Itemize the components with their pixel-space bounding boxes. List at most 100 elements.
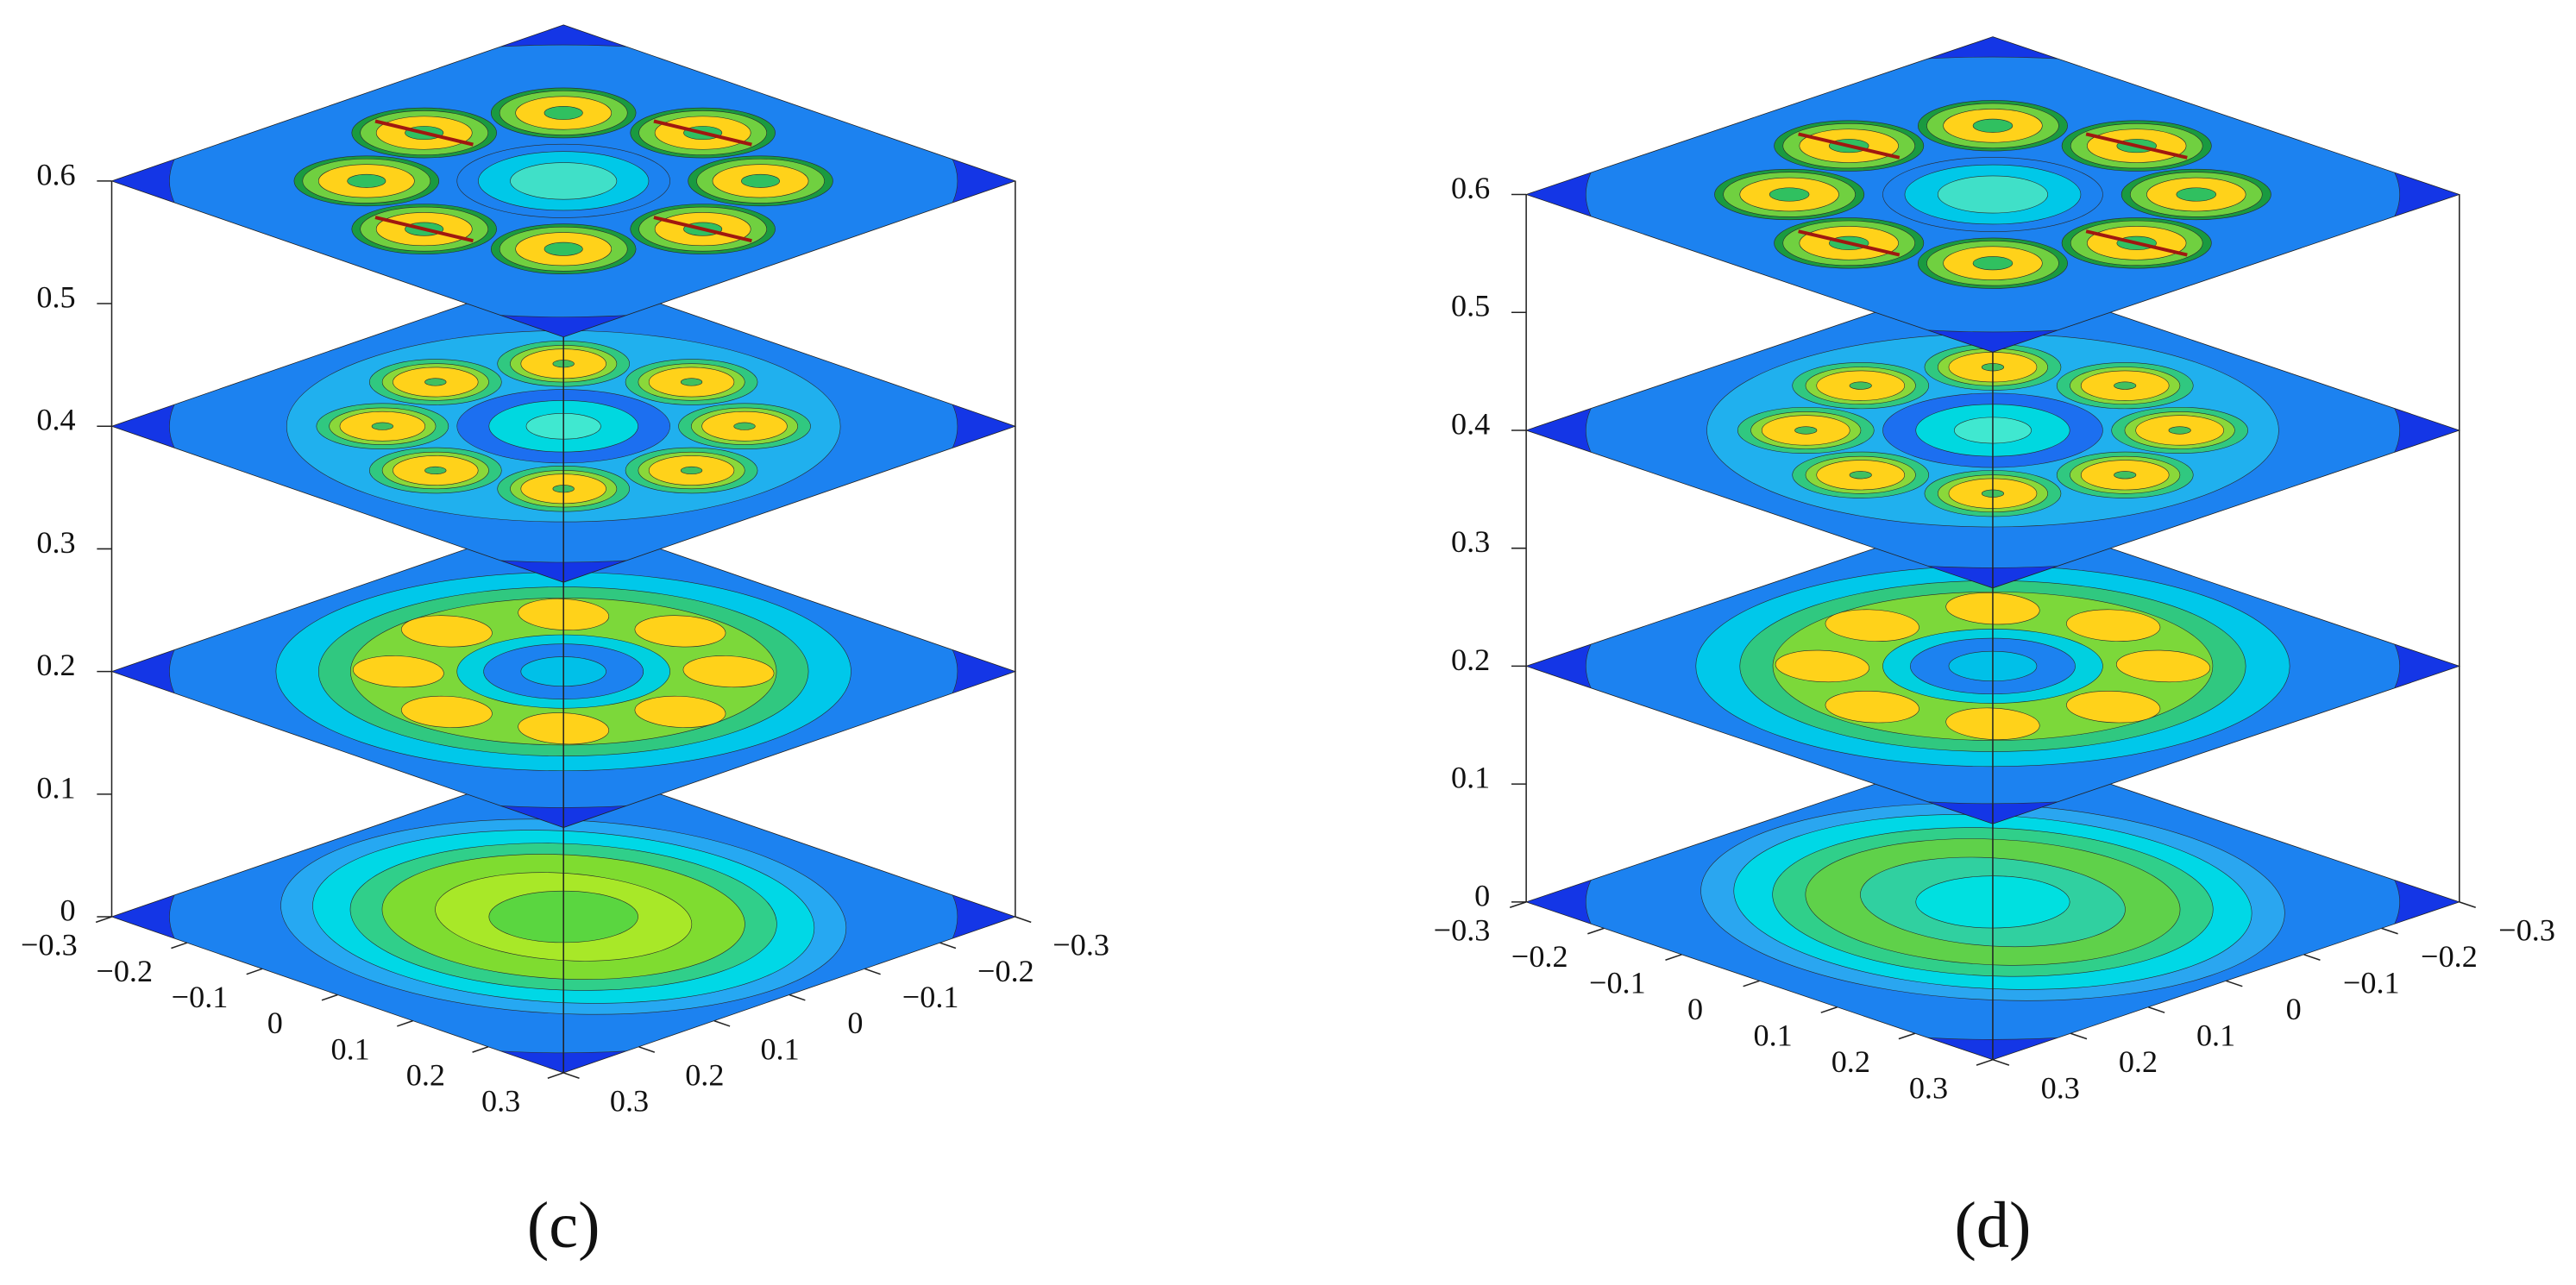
x-tick-label: −0.3	[1434, 913, 1491, 948]
contour	[2047, 603, 2179, 648]
caption: (d)	[1955, 1189, 2032, 1262]
contour	[375, 212, 473, 246]
x-tick	[1665, 954, 1682, 961]
contour	[1756, 644, 1888, 689]
contour	[2047, 685, 2179, 730]
y-tick-label: −0.2	[977, 954, 1034, 988]
x-tick	[397, 1019, 413, 1027]
contour	[1845, 380, 1876, 391]
x-tick	[171, 942, 188, 950]
y-tick-label: 0.2	[685, 1057, 724, 1092]
z-tick-label: 0	[1474, 878, 1490, 912]
y-tick-label: 0	[2286, 992, 2302, 1026]
contour	[2164, 425, 2196, 436]
x-tick-label: −0.1	[172, 980, 229, 1014]
y-tick	[864, 968, 881, 975]
slice	[1417, 0, 2568, 389]
y-tick-label: −0.3	[2498, 913, 2555, 948]
z-tick-label: 0.2	[36, 648, 75, 682]
y-tick-label: 0.3	[610, 1084, 649, 1119]
x-tick-label: −0.2	[1511, 939, 1568, 974]
y-tick-label: −0.2	[2421, 939, 2478, 974]
x-tick-label: −0.1	[1589, 966, 1646, 1000]
contour	[616, 690, 744, 734]
x-tick-label: 0.2	[1831, 1044, 1870, 1079]
z-tick-label: 0.3	[1451, 524, 1490, 559]
x-tick	[1587, 927, 1605, 935]
contour	[2168, 185, 2224, 204]
x-tick	[547, 1072, 564, 1079]
z-tick-label: 0.2	[1451, 642, 1490, 677]
panel: 0 0.1 0.2 0.3 0.4 0.5 0.6 −0.3 −0.2 −0.1 0 0.1 0.2 0.…	[6, 0, 1121, 1262]
z-tick-label: 0.6	[1451, 171, 1490, 205]
y-tick-label: 0.2	[2119, 1044, 2158, 1079]
contour	[654, 116, 751, 149]
contour	[339, 172, 393, 191]
x-tick	[1743, 980, 1760, 987]
x-tick-label: −0.2	[96, 954, 153, 988]
contour	[1965, 116, 2021, 135]
z-tick-label: 0.1	[1451, 761, 1490, 795]
slice-outline	[111, 270, 1015, 582]
contour	[733, 172, 788, 191]
x-tick	[321, 994, 338, 1001]
y-tick	[2070, 1032, 2088, 1040]
y-tick	[789, 994, 806, 1001]
contour	[537, 103, 591, 122]
contour	[664, 649, 792, 693]
contour	[420, 377, 450, 387]
y-tick	[939, 942, 957, 950]
contour	[1845, 470, 1876, 480]
y-tick-label: 0.1	[2196, 1019, 2235, 1053]
contour	[383, 690, 511, 734]
x-tick	[1509, 901, 1527, 909]
slice-outline	[111, 516, 1015, 828]
contour	[1799, 226, 1900, 260]
x-tick	[472, 1046, 489, 1053]
contour	[1965, 254, 2021, 273]
y-tick-label: 0.1	[760, 1031, 799, 1066]
x-tick	[1820, 1006, 1838, 1013]
contour	[2097, 644, 2229, 689]
contour	[676, 465, 707, 475]
contour	[654, 212, 751, 246]
x-tick-label: 0.3	[1909, 1071, 1948, 1106]
y-tick	[638, 1046, 656, 1053]
x-tick	[246, 968, 263, 975]
panel: 0 0.1 0.2 0.3 0.4 0.5 0.6 −0.3 −0.2 −0.1 0 0.1 0.2 0.…	[1417, 0, 2568, 1262]
x-tick	[1898, 1032, 1916, 1040]
z-tick-label: 0.5	[36, 280, 75, 315]
y-tick	[1992, 1058, 2010, 1066]
contour	[2086, 226, 2187, 260]
contour	[616, 609, 744, 653]
contour	[1762, 185, 1818, 204]
contour	[368, 421, 398, 431]
x-tick-label: −0.3	[21, 928, 78, 962]
y-tick-label: −0.1	[902, 980, 959, 1014]
x-tick-label: 0.3	[481, 1084, 520, 1119]
z-tick-label: 0.4	[36, 403, 75, 437]
slice-outline	[1526, 509, 2460, 824]
caption: (c)	[527, 1189, 600, 1262]
y-tick	[1015, 916, 1032, 924]
x-tick-label: 0.1	[330, 1031, 369, 1066]
contour	[1806, 603, 1938, 648]
y-tick-label: 0	[847, 1006, 863, 1040]
x-tick-label: 0.1	[1754, 1019, 1793, 1053]
x-tick-label: 0.2	[406, 1057, 445, 1092]
slice-outline	[1526, 37, 2460, 353]
z-tick-label: 0	[60, 893, 76, 928]
contour	[2109, 380, 2140, 391]
z-tick-label: 0.3	[36, 525, 75, 560]
contour	[676, 377, 707, 387]
y-tick	[2303, 954, 2321, 961]
y-tick	[2226, 980, 2243, 987]
contour	[335, 649, 462, 693]
slice	[1417, 472, 2568, 861]
z-tick-label: 0.1	[36, 770, 75, 805]
contour	[1790, 425, 1821, 436]
contour	[1799, 128, 1900, 163]
contour	[1806, 685, 1938, 730]
